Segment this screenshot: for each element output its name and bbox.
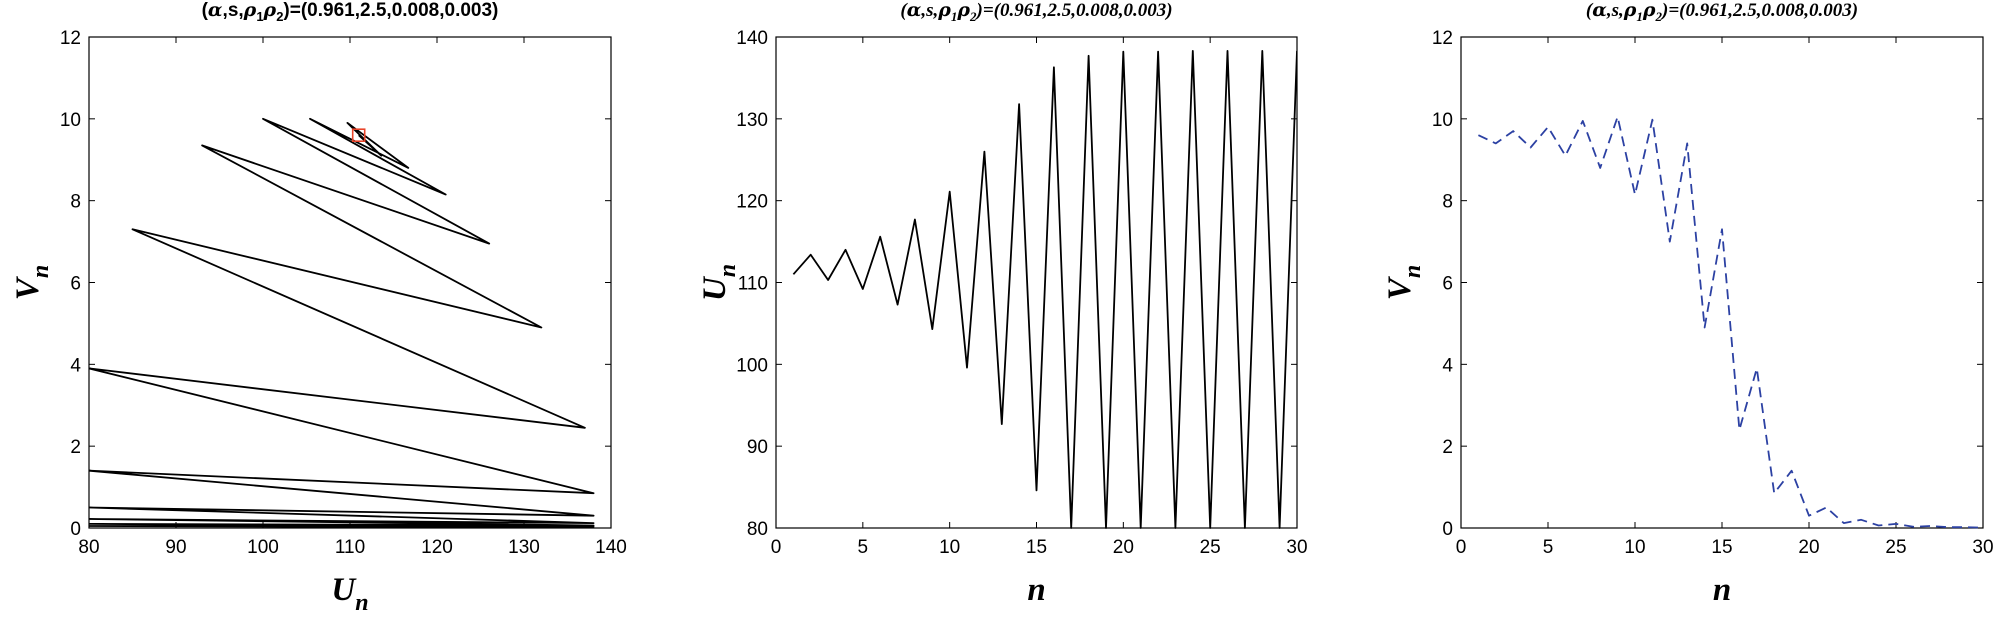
chart-panel-1: 80 90 100 110 120 130 140024681012(α,s,ρ1ρ2)=(… — [10, 0, 627, 616]
x-axis-label-main: n — [1027, 572, 1045, 608]
y-tick-label: 6 — [70, 274, 81, 295]
x-tick-label: 30 — [1972, 537, 1993, 558]
x-axis-label-main: U — [331, 572, 357, 608]
x-tick-label: 80 — [78, 537, 99, 558]
series-line — [89, 117, 595, 529]
title-subscript: 2 — [276, 9, 283, 24]
x-axis-label: n — [1713, 572, 1731, 608]
x-tick-label: 130 — [508, 537, 540, 558]
x-tick-label: 25 — [1200, 537, 1221, 558]
chart-title: (α,s,ρ1ρ2)=(0.961,2.5,0.008,0.003) — [202, 0, 499, 24]
title-subscript: 1 — [951, 9, 958, 24]
title-text: ( — [202, 0, 209, 21]
title-rho: ρ — [1623, 0, 1637, 21]
y-tick-label: 8 — [70, 192, 81, 213]
title-rho: ρ — [1642, 0, 1656, 21]
y-axis-label-main: V — [1382, 275, 1418, 300]
x-tick-label: 15 — [1026, 537, 1047, 558]
title-text: ( — [1586, 0, 1594, 21]
x-tick-label: 0 — [771, 537, 782, 558]
title-subscript: 2 — [1655, 9, 1663, 24]
title-text: )=(0.961,2.5,0.008,0.003) — [975, 0, 1173, 21]
title-rho: ρ — [263, 0, 277, 21]
y-axis-label-main: U — [697, 275, 733, 301]
x-tick-label: 25 — [1885, 537, 1906, 558]
x-tick-label: 20 — [1798, 537, 1819, 558]
series-line — [792, 50, 1297, 529]
y-tick-label: 12 — [1432, 28, 1453, 49]
y-tick-label: 80 — [747, 519, 768, 540]
y-tick-label: 6 — [1442, 274, 1453, 295]
axes-box — [88, 36, 612, 529]
x-tick-label: 15 — [1711, 537, 1732, 558]
y-tick-label: 140 — [736, 28, 768, 49]
y-axis-label: Un — [697, 264, 741, 301]
x-axis-label-main: n — [1713, 572, 1731, 608]
title-subscript: 2 — [969, 9, 977, 24]
x-tick-label: 10 — [939, 537, 960, 558]
y-axis-label-subscript: n — [1400, 265, 1426, 278]
y-axis-label-subscript: n — [715, 264, 741, 277]
x-tick-label: 140 — [595, 537, 627, 558]
x-tick-label: 5 — [858, 537, 869, 558]
y-tick-label: 120 — [736, 192, 768, 213]
chart-panel-3: 0 5 10 15 20 25 30024681012(α,s,ρ1ρ2)=(0.961,2… — [1382, 0, 1994, 608]
title-alpha: α — [907, 0, 922, 21]
x-tick-label: 20 — [1113, 537, 1134, 558]
title-text: ,s, — [920, 0, 938, 21]
axes-box — [1460, 36, 1984, 529]
title-text: )=(0.961,2.5,0.008,0.003) — [1660, 0, 1858, 21]
title-rho: ρ — [243, 0, 257, 21]
title-text: ( — [900, 0, 908, 21]
y-tick-label: 12 — [60, 28, 81, 49]
x-tick-label: 30 — [1286, 537, 1307, 558]
x-tick-label: 10 — [1624, 537, 1645, 558]
x-tick-label: 120 — [421, 537, 453, 558]
chart-title: (α,s,ρ1ρ2)=(0.961,2.5,0.008,0.003) — [900, 0, 1172, 24]
y-axis-label-subscript: n — [28, 265, 54, 278]
title-subscript: 1 — [1636, 9, 1643, 24]
x-tick-label: 100 — [247, 537, 279, 558]
y-tick-label: 0 — [1442, 519, 1453, 540]
x-tick-label: 5 — [1543, 537, 1554, 558]
x-tick-label: 0 — [1456, 537, 1467, 558]
chart-title: (α,s,ρ1ρ2)=(0.961,2.5,0.008,0.003) — [1586, 0, 1858, 24]
point-marker — [351, 128, 366, 142]
y-tick-label: 4 — [1442, 355, 1453, 376]
y-tick-label: 130 — [736, 110, 768, 131]
title-subscript: 1 — [256, 9, 263, 24]
title-text: ,s, — [1606, 0, 1624, 21]
x-axis-label: Un — [331, 572, 368, 616]
x-axis-label-subscript: n — [355, 590, 368, 616]
title-text: ,s, — [223, 0, 244, 21]
y-tick-label: 100 — [736, 355, 768, 376]
series-line — [1478, 115, 1983, 529]
y-tick-label: 110 — [738, 274, 768, 295]
x-tick-label: 110 — [335, 537, 365, 558]
y-tick-label: 4 — [70, 355, 81, 376]
title-alpha: α — [208, 0, 223, 21]
y-tick-label: 2 — [70, 437, 81, 458]
title-text: )=(0.961,2.5,0.008,0.003) — [283, 0, 498, 21]
title-rho: ρ — [956, 0, 970, 21]
x-axis-label: n — [1027, 572, 1045, 608]
y-axis-label-main: V — [10, 275, 46, 300]
x-tick-label: 90 — [165, 537, 186, 558]
y-tick-label: 90 — [747, 437, 768, 458]
chart-panel-2: 0 5 10 15 20 25 308090100110120130140(α,s,ρ1ρ2… — [697, 0, 1308, 608]
y-tick-label: 2 — [1442, 437, 1453, 458]
y-axis-label: Vn — [1382, 265, 1426, 300]
y-tick-label: 10 — [1432, 110, 1453, 131]
y-tick-label: 10 — [60, 110, 81, 131]
y-tick-label: 8 — [1442, 192, 1453, 213]
y-tick-label: 0 — [70, 519, 81, 540]
title-alpha: α — [1592, 0, 1607, 21]
y-axis-label: Vn — [10, 265, 54, 300]
title-rho: ρ — [937, 0, 951, 21]
